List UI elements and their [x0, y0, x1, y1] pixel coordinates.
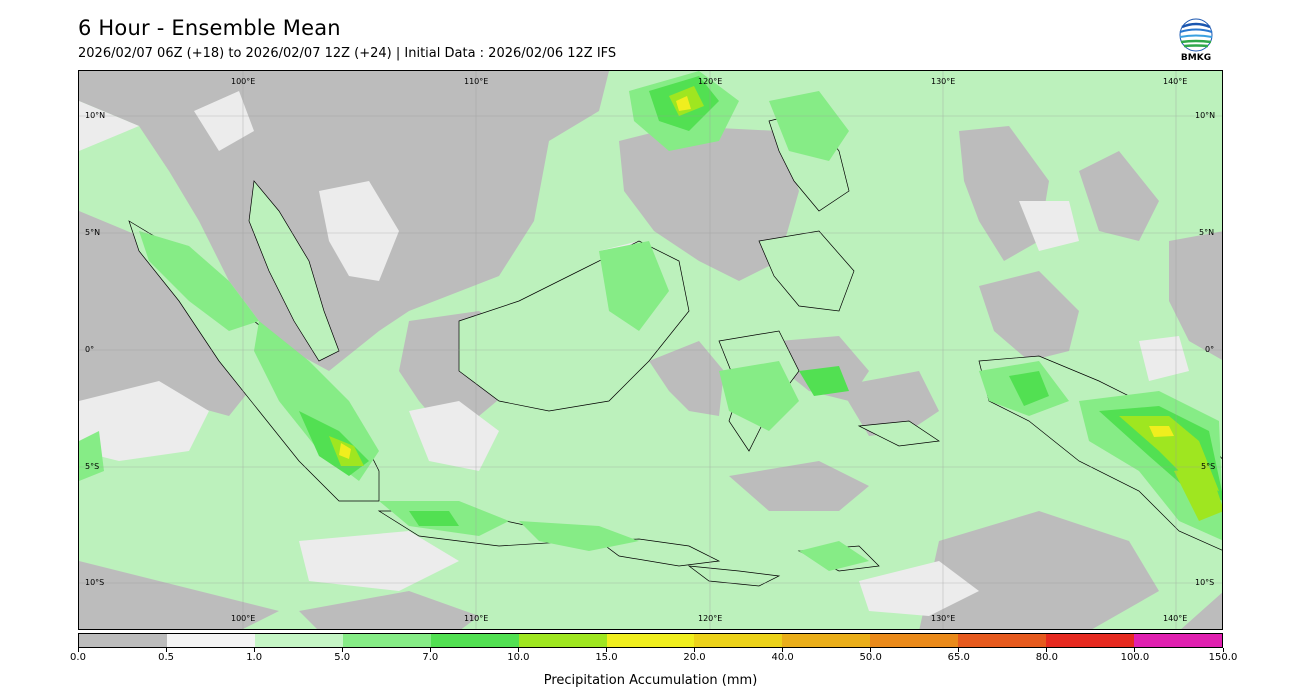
colorbar-ticks: 0.0 0.5 1.0 5.0 7.0 10.0 15.0 20.0 40.0 50.0 65.0 8… [70, 648, 1237, 670]
lon-label-bottom: 110°E [464, 614, 489, 623]
map-canvas [79, 71, 1222, 629]
colorbar-segment [430, 634, 519, 647]
colorbar-tick-label: 80.0 [1027, 648, 1067, 663]
lat-label-right: 5°N [1199, 228, 1215, 237]
lat-label-left: 5°N [85, 228, 101, 237]
colorbar-tick-label: 100.0 [1115, 648, 1155, 663]
lon-label-bottom: 130°E [931, 614, 956, 623]
colorbar-tick-label: 0.5 [146, 648, 186, 663]
graticule [79, 71, 1222, 629]
lat-label-left: 10°S [85, 578, 105, 587]
colorbar-segment [782, 634, 871, 647]
colorbar-tick-label: 5.0 [322, 648, 362, 663]
colorbar-segment [518, 634, 607, 647]
colorbar-tick-text: 65.0 [947, 652, 970, 663]
colorbar-tick-text: 5.0 [334, 652, 351, 663]
colorbar-tick-text: 0.5 [158, 652, 175, 663]
colorbar-tick-label: 65.0 [939, 648, 979, 663]
colorbar [78, 633, 1223, 648]
colorbar-tick-label: 10.0 [498, 648, 538, 663]
colorbar-tick-label: 1.0 [234, 648, 274, 663]
colorbar-tick-text: 10.0 [507, 652, 530, 663]
colorbar-segment [1046, 634, 1135, 647]
lon-label-top: 140°E [1163, 77, 1188, 86]
page-subtitle: 2026/02/07 06Z (+18) to 2026/02/07 12Z (… [78, 46, 617, 61]
colorbar-segment [694, 634, 783, 647]
lon-label-top: 110°E [464, 77, 489, 86]
lon-label-bottom: 140°E [1163, 614, 1188, 623]
colorbar-tick-text: 50.0 [859, 652, 882, 663]
lat-label-right: 10°S [1195, 578, 1215, 587]
colorbar-tick-label: 20.0 [675, 648, 715, 663]
colorbar-tick-text: 100.0 [1120, 652, 1150, 663]
colorbar-tick-label: 150.0 [1203, 648, 1243, 663]
colorbar-tick-label: 40.0 [763, 648, 803, 663]
colorbar-tick-text: 1.0 [246, 652, 263, 663]
colorbar-tick-text: 150.0 [1208, 652, 1238, 663]
colorbar-segment [342, 634, 431, 647]
extreme-rain [339, 96, 1174, 459]
colorbar-segment [1134, 634, 1222, 647]
colorbar-tick-text: 40.0 [771, 652, 794, 663]
lon-label-top: 100°E [231, 77, 256, 86]
colorbar-tick-text: 20.0 [683, 652, 706, 663]
colorbar-segment [606, 634, 695, 647]
lon-label-bottom: 100°E [231, 614, 256, 623]
colorbar-tick-text: 80.0 [1035, 652, 1058, 663]
precipitation-map: 100°E 110°E 120°E 130°E 140°E 100°E 110°… [78, 70, 1223, 630]
lon-label-bottom: 120°E [698, 614, 723, 623]
lat-label-right: 10°N [1195, 111, 1216, 120]
bmkg-logo-icon [1179, 18, 1213, 52]
lon-label-top: 130°E [931, 77, 956, 86]
colorbar-segment [958, 634, 1047, 647]
lat-label-right: 5°S [1201, 462, 1216, 471]
colorbar-label: Precipitation Accumulation (mm) [543, 673, 758, 688]
lat-label-left: 10°N [85, 111, 106, 120]
trace-region [79, 91, 1189, 616]
colorbar-tick-text: 0.0 [70, 652, 86, 663]
lat-label-left: 0° [85, 345, 95, 354]
colorbar-tick-label: 15.0 [586, 648, 626, 663]
colorbar-tick-text: 15.0 [595, 652, 618, 663]
colorbar-tick-label: 50.0 [851, 648, 891, 663]
colorbar-segment [79, 634, 167, 647]
colorbar-tick-label: 0.0 [58, 648, 98, 663]
logo-text: BMKG [1180, 53, 1212, 63]
colorbar-segment [254, 634, 343, 647]
colorbar-tick-label: 7.0 [410, 648, 450, 663]
page-title: 6 Hour - Ensemble Mean [78, 16, 341, 40]
lat-label-right: 0° [1205, 345, 1215, 354]
lat-label-left: 5°S [85, 462, 100, 471]
lon-label-top: 120°E [698, 77, 723, 86]
colorbar-segment [166, 634, 255, 647]
colorbar-tick-text: 7.0 [422, 652, 439, 663]
colorbar-segment [870, 634, 959, 647]
